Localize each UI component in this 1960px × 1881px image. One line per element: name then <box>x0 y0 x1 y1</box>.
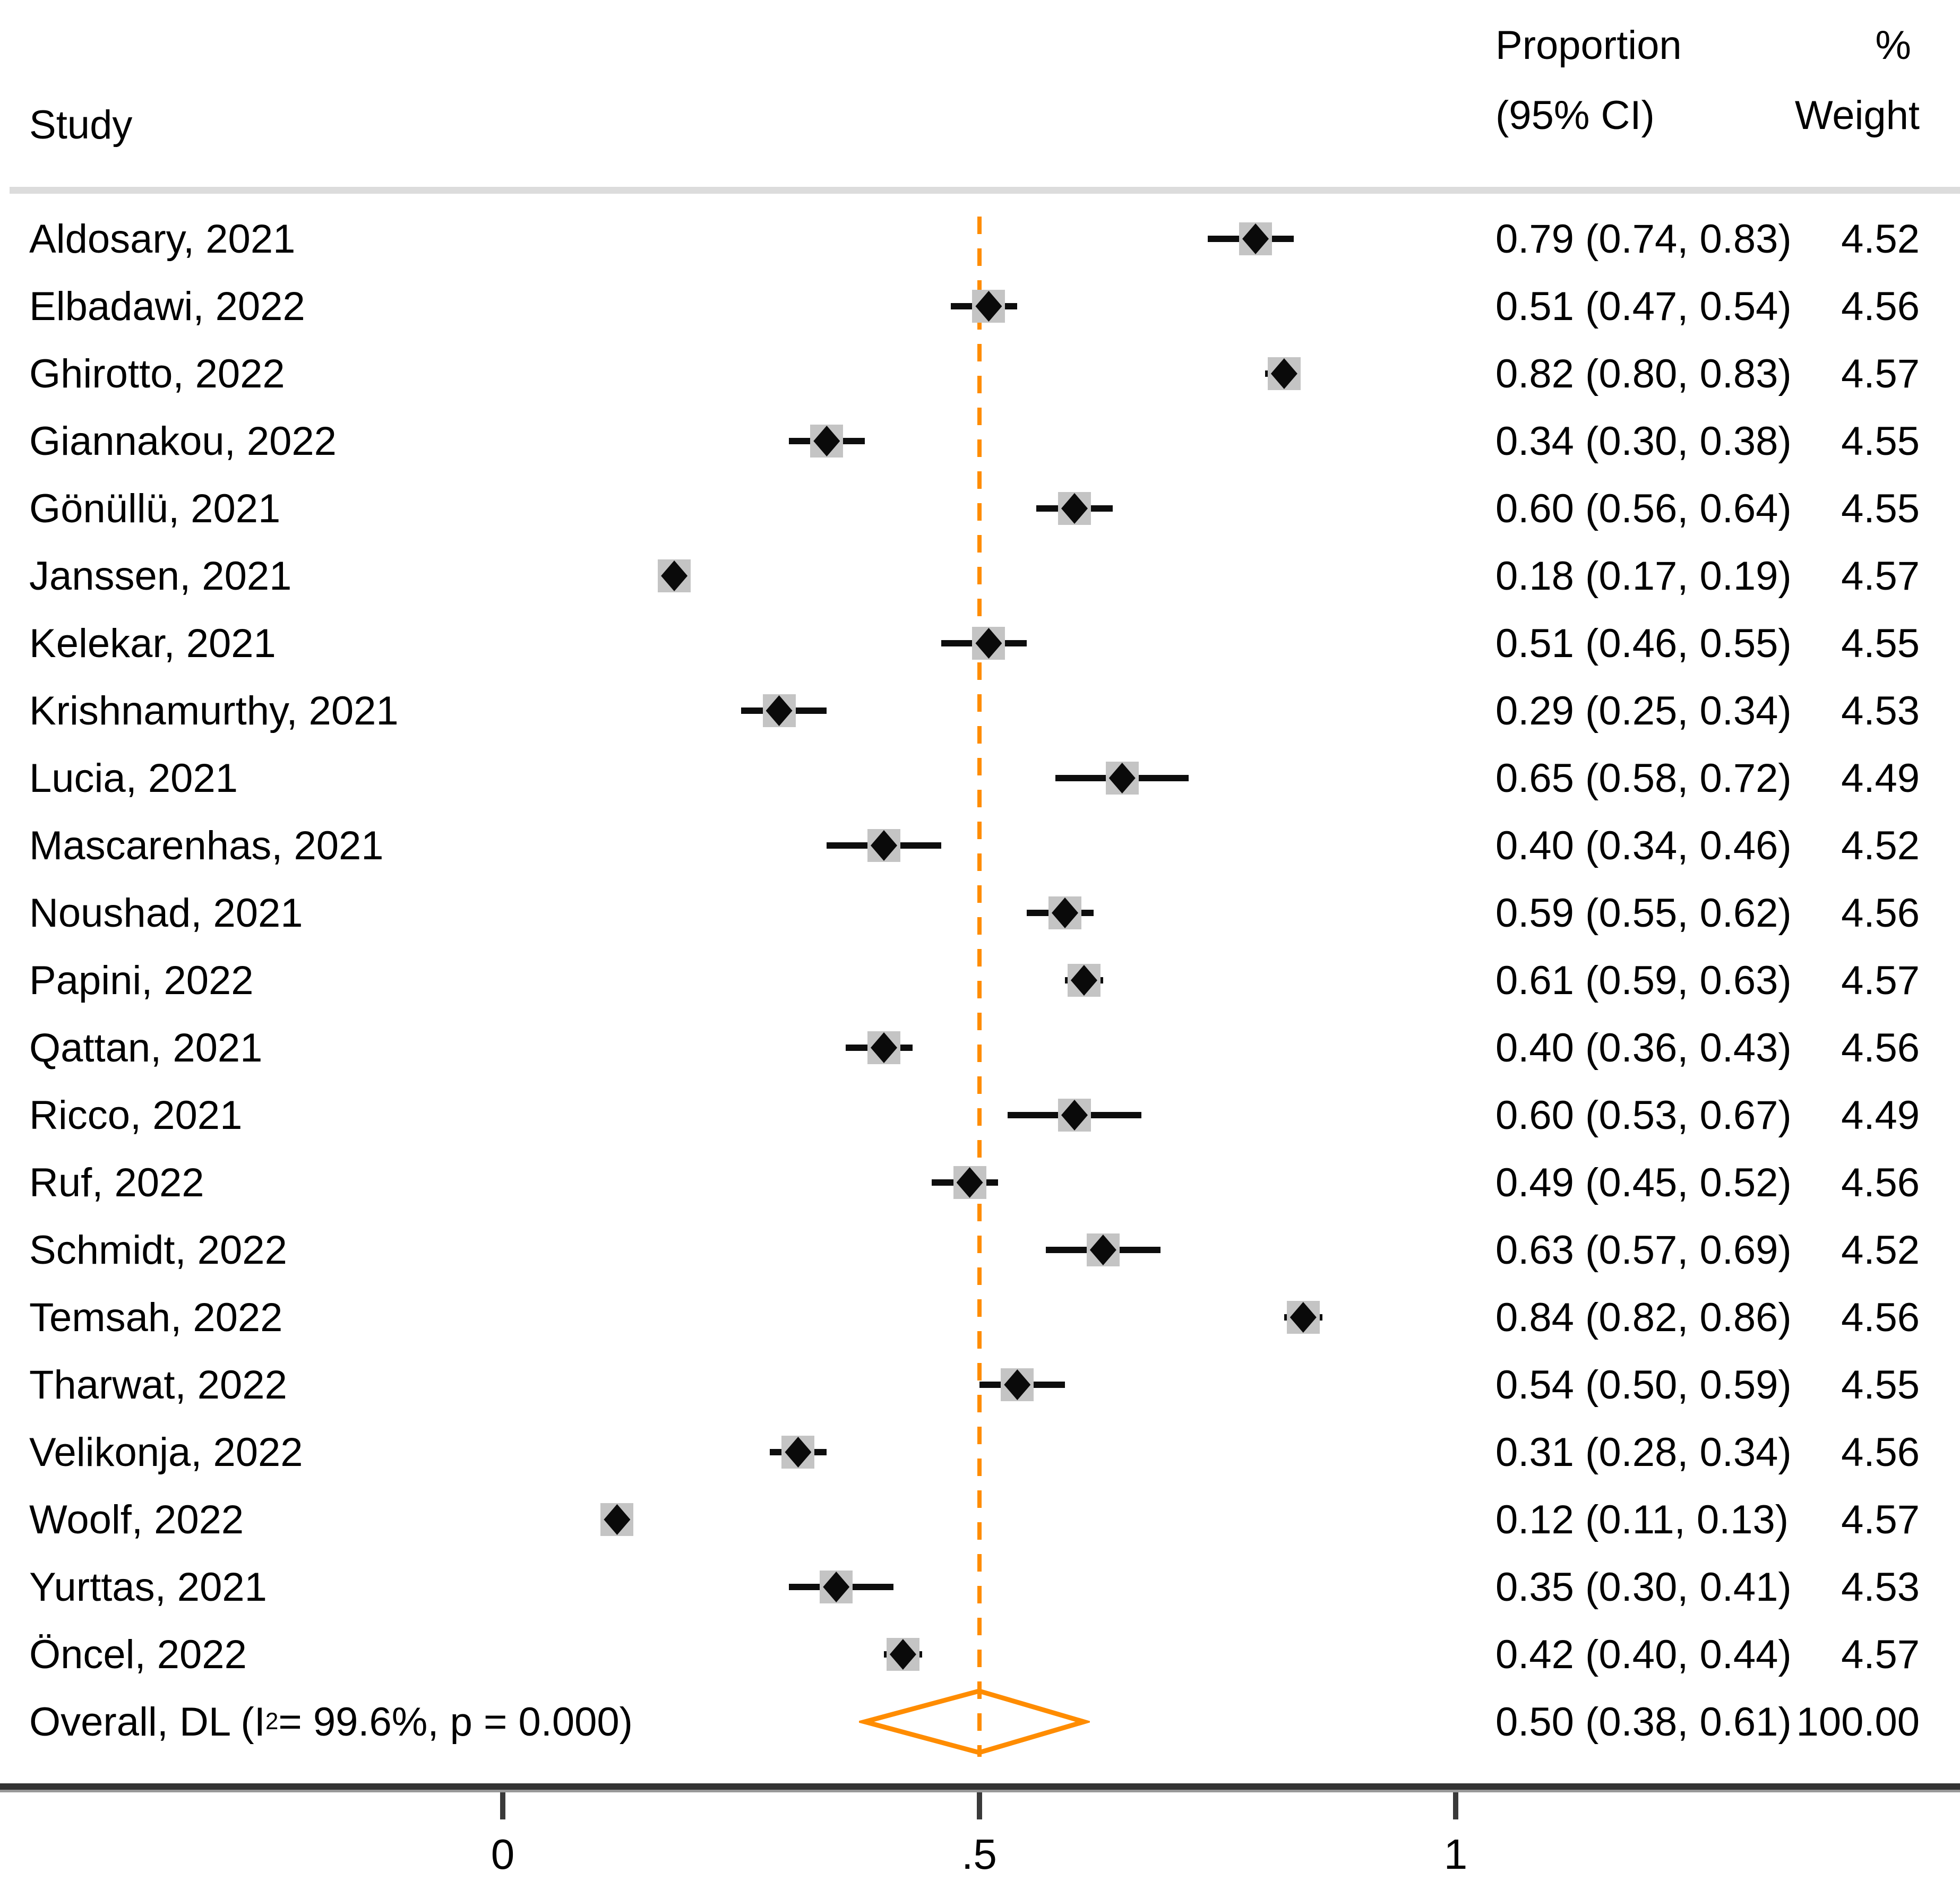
x-tick-label: .5 <box>961 1831 997 1878</box>
weight-text: 4.56 <box>1841 1429 1920 1475</box>
weight-text: 4.49 <box>1841 1092 1920 1138</box>
weight-text: 4.53 <box>1841 1564 1920 1610</box>
column-header-proportion-line2: (95% CI) <box>1495 92 1655 138</box>
column-header-weight-line2: Weight <box>1794 92 1920 138</box>
overall-label-pre: Overall, DL (I <box>29 1699 265 1745</box>
study-label: Gönüllü, 2021 <box>29 486 281 531</box>
weight-text: 4.56 <box>1841 1160 1920 1205</box>
weight-text: 4.52 <box>1841 1227 1920 1273</box>
ci-text: 0.51 (0.47, 0.54) <box>1495 283 1792 329</box>
study-label: Öncel, 2022 <box>29 1632 247 1677</box>
overall-diamond <box>859 1688 1090 1755</box>
ci-text: 0.40 (0.36, 0.43) <box>1495 1025 1792 1071</box>
weight-text: 4.52 <box>1841 216 1920 262</box>
ci-text: 0.60 (0.56, 0.64) <box>1495 486 1792 531</box>
weight-text: 4.57 <box>1841 1632 1920 1677</box>
study-label: Schmidt, 2022 <box>29 1227 287 1273</box>
weight-text: 4.57 <box>1841 553 1920 599</box>
study-label: Velikonja, 2022 <box>29 1429 303 1475</box>
study-label: Tharwat, 2022 <box>29 1362 287 1408</box>
x-tick <box>500 1792 505 1819</box>
study-label: Giannakou, 2022 <box>29 418 337 464</box>
study-label: Aldosary, 2021 <box>29 216 296 262</box>
ci-text: 0.51 (0.46, 0.55) <box>1495 620 1792 666</box>
study-label: Kelekar, 2021 <box>29 620 276 666</box>
weight-text: 4.49 <box>1841 755 1920 801</box>
weight-text: 4.55 <box>1841 1362 1920 1408</box>
reference-dashed-line <box>977 217 982 1757</box>
weight-text: 4.56 <box>1841 1295 1920 1340</box>
x-axis-line <box>0 1783 1960 1790</box>
weight-text: 4.56 <box>1841 890 1920 936</box>
study-label: Qattan, 2021 <box>29 1025 263 1071</box>
ci-text: 0.82 (0.80, 0.83) <box>1495 351 1792 396</box>
overall-label-post: = 99.6%, p = 0.000) <box>278 1699 633 1745</box>
column-header-proportion-line1: Proportion <box>1495 22 1682 68</box>
column-header-study: Study <box>29 102 133 148</box>
study-label: Woolf, 2022 <box>29 1497 244 1542</box>
weight-text: 4.57 <box>1841 351 1920 396</box>
ci-text: 0.12 (0.11, 0.13) <box>1495 1497 1789 1542</box>
ci-text: 0.79 (0.74, 0.83) <box>1495 216 1792 262</box>
weight-text: 4.55 <box>1841 418 1920 464</box>
overall-label: Overall, DL (I 2 = 99.6%, p = 0.000) <box>29 1699 633 1745</box>
ci-text: 0.42 (0.40, 0.44) <box>1495 1632 1792 1677</box>
ci-text: 0.54 (0.50, 0.59) <box>1495 1362 1792 1408</box>
study-label: Ruf, 2022 <box>29 1160 204 1205</box>
x-tick-label: 1 <box>1443 1831 1468 1878</box>
weight-text: 4.55 <box>1841 620 1920 666</box>
study-label: Elbadawi, 2022 <box>29 283 305 329</box>
ci-text: 0.29 (0.25, 0.34) <box>1495 688 1792 734</box>
x-tick <box>1453 1792 1458 1819</box>
weight-text: 4.55 <box>1841 486 1920 531</box>
ci-text: 0.59 (0.55, 0.62) <box>1495 890 1792 936</box>
weight-text: 4.56 <box>1841 1025 1920 1071</box>
x-axis-line-shadow <box>0 1790 1960 1792</box>
study-label: Ghirotto, 2022 <box>29 351 285 396</box>
study-label: Temsah, 2022 <box>29 1295 283 1340</box>
weight-text: 4.56 <box>1841 283 1920 329</box>
study-label: Yurttas, 2021 <box>29 1564 267 1610</box>
study-label: Ricco, 2021 <box>29 1092 243 1138</box>
ci-text: 0.84 (0.82, 0.86) <box>1495 1295 1792 1340</box>
weight-text: 4.52 <box>1841 823 1920 868</box>
ci-text: 0.63 (0.57, 0.69) <box>1495 1227 1792 1273</box>
x-tick <box>976 1792 982 1819</box>
study-label: Mascarenhas, 2021 <box>29 823 384 868</box>
ci-text: 0.65 (0.58, 0.72) <box>1495 755 1792 801</box>
ci-text: 0.49 (0.45, 0.52) <box>1495 1160 1792 1205</box>
study-label: Papini, 2022 <box>29 957 254 1003</box>
ci-text: 0.35 (0.30, 0.41) <box>1495 1564 1792 1610</box>
weight-text: 4.57 <box>1841 957 1920 1003</box>
study-label: Lucia, 2021 <box>29 755 238 801</box>
ci-text: 0.61 (0.59, 0.63) <box>1495 957 1792 1003</box>
study-label: Noushad, 2021 <box>29 890 303 936</box>
ci-text: 0.34 (0.30, 0.38) <box>1495 418 1792 464</box>
ci-text: 0.18 (0.17, 0.19) <box>1495 553 1792 599</box>
column-header-weight-line1: % <box>1875 22 1911 68</box>
ci-text: 0.40 (0.34, 0.46) <box>1495 823 1792 868</box>
weight-text: 4.57 <box>1841 1497 1920 1542</box>
overall-weight-text: 100.00 <box>1796 1699 1920 1745</box>
x-tick-label: 0 <box>491 1831 515 1878</box>
header-separator-rule <box>10 187 1960 194</box>
study-label: Krishnamurthy, 2021 <box>29 688 399 734</box>
overall-ci-text: 0.50 (0.38, 0.61) <box>1495 1699 1792 1745</box>
study-label: Janssen, 2021 <box>29 553 292 599</box>
weight-text: 4.53 <box>1841 688 1920 734</box>
ci-text: 0.60 (0.53, 0.67) <box>1495 1092 1792 1138</box>
ci-text: 0.31 (0.28, 0.34) <box>1495 1429 1792 1475</box>
